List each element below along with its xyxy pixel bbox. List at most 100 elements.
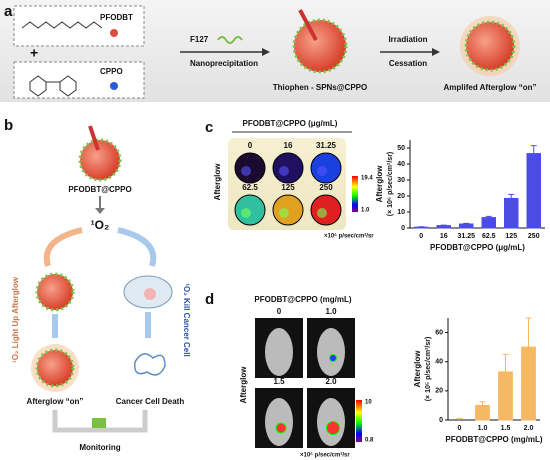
bar xyxy=(481,217,496,229)
nanoparticle xyxy=(78,138,122,182)
signal xyxy=(329,354,337,362)
arrow xyxy=(117,227,157,267)
camera xyxy=(92,418,106,428)
image-title: PFODBT@CPPO (μg/mL) xyxy=(243,119,338,128)
error-bar xyxy=(508,193,515,199)
concentration-label: 125 xyxy=(281,183,295,192)
x-tick-label: 125 xyxy=(505,233,517,240)
colorbar-label: 10 xyxy=(365,400,372,406)
error-bar xyxy=(525,317,532,348)
y-tick-label: 40 xyxy=(435,359,443,366)
x-tick-label: 1.5 xyxy=(501,425,511,432)
dead-cell xyxy=(134,353,166,376)
error-bar xyxy=(479,401,486,406)
error-bar xyxy=(502,353,509,372)
nanoparticle xyxy=(35,348,75,388)
y-axis-unit: (× 10⁵ p/sec/cm²/sr) xyxy=(425,337,432,402)
colorbar xyxy=(356,400,362,442)
y-axis-label: Afterglow xyxy=(413,350,422,388)
polymer xyxy=(217,36,243,44)
panel-label: c xyxy=(205,119,213,136)
bar xyxy=(504,197,519,229)
monitor-loop xyxy=(52,410,148,433)
path-label: ¹O₂ Light Up Afterglow xyxy=(11,276,20,363)
structure-box xyxy=(13,5,145,47)
label: PFODBT xyxy=(100,13,133,22)
y-tick-label: 20 xyxy=(435,388,443,395)
error-bar xyxy=(456,418,463,420)
error-bar xyxy=(485,215,492,218)
mouse xyxy=(265,398,293,446)
concentration-label: 1.5 xyxy=(273,377,285,386)
label: CPPO xyxy=(100,67,123,76)
well-speckle xyxy=(279,166,289,176)
bar xyxy=(498,371,513,421)
concentration-label: 250 xyxy=(319,183,333,192)
singlet-oxygen: ¹O₂ xyxy=(91,218,110,232)
unit: ×10⁵ p/sec/cm²/sr xyxy=(300,452,350,459)
path-label: ¹O₂ Kill Cancer Cell xyxy=(182,283,191,356)
plus: + xyxy=(30,45,38,61)
structure-box xyxy=(13,61,145,99)
bar xyxy=(436,225,451,229)
signal xyxy=(275,422,287,434)
bar xyxy=(526,153,541,229)
x-tick-label: 31.25 xyxy=(457,233,475,240)
y-tick-label: 20 xyxy=(397,193,405,200)
bar xyxy=(521,346,536,421)
nucleus xyxy=(144,288,156,300)
well-speckle xyxy=(317,208,327,218)
row-label: Afterglow xyxy=(213,163,222,201)
row-label: Afterglow xyxy=(239,366,248,404)
bar xyxy=(475,404,490,421)
error-bar xyxy=(463,222,470,224)
panel-label: d xyxy=(205,291,214,308)
dot xyxy=(110,29,118,37)
label: Nanoprecipitation xyxy=(190,59,258,68)
y-tick-label: 50 xyxy=(397,145,405,152)
colorbar-label: 19.4 xyxy=(361,176,373,182)
nanoparticle xyxy=(292,18,348,74)
y-tick-label: 0 xyxy=(401,225,405,232)
label: PFODBT@CPPO xyxy=(68,185,131,194)
y-axis-unit: (× 10⁶ p/sec/cm²/sr) xyxy=(387,152,394,217)
well-speckle xyxy=(317,166,327,176)
arrowhead xyxy=(95,208,105,214)
x-tick-label: 0 xyxy=(458,425,462,432)
x-tick-label: 1.0 xyxy=(478,425,488,432)
label: F127 xyxy=(190,35,209,44)
laser xyxy=(88,125,100,151)
nanoparticle xyxy=(464,20,516,72)
label: Cessation xyxy=(389,59,427,68)
arrowhead xyxy=(432,48,440,56)
x-tick-label: 16 xyxy=(440,233,448,240)
label: Thiophen - SPNs@CPPO xyxy=(273,83,367,92)
structure xyxy=(21,21,103,29)
x-tick-label: 250 xyxy=(528,233,540,240)
colorbar-label: 1.0 xyxy=(361,208,370,214)
axis xyxy=(409,140,545,229)
error-bar xyxy=(530,145,537,154)
laser xyxy=(298,9,318,41)
x-tick-label: 0 xyxy=(419,233,423,240)
x-axis-label: PFODBT@CPPO (mg/mL) xyxy=(445,435,542,444)
concentration-label: 0 xyxy=(277,307,282,316)
panel-label: a xyxy=(4,3,13,20)
concentration-label: 2.0 xyxy=(325,377,337,386)
x-tick-label: 62.5 xyxy=(482,233,496,240)
dot xyxy=(110,82,118,90)
label: Afterglow “on” xyxy=(27,397,84,406)
label: Monitoring xyxy=(79,443,120,452)
well-speckle xyxy=(279,208,289,218)
y-tick-label: 30 xyxy=(397,177,405,184)
x-axis-label: PFODBT@CPPO (μg/mL) xyxy=(430,243,525,252)
signal xyxy=(326,421,340,435)
x-tick-label: 2.0 xyxy=(524,425,534,432)
arrowhead xyxy=(262,48,270,56)
unit: ×10⁶ p/sec/cm²/sr xyxy=(324,233,374,240)
y-tick-label: 60 xyxy=(435,329,443,336)
y-tick-label: 10 xyxy=(397,209,405,216)
mouse xyxy=(265,328,293,376)
label: Amplifed Afterglow “on” xyxy=(443,83,536,92)
